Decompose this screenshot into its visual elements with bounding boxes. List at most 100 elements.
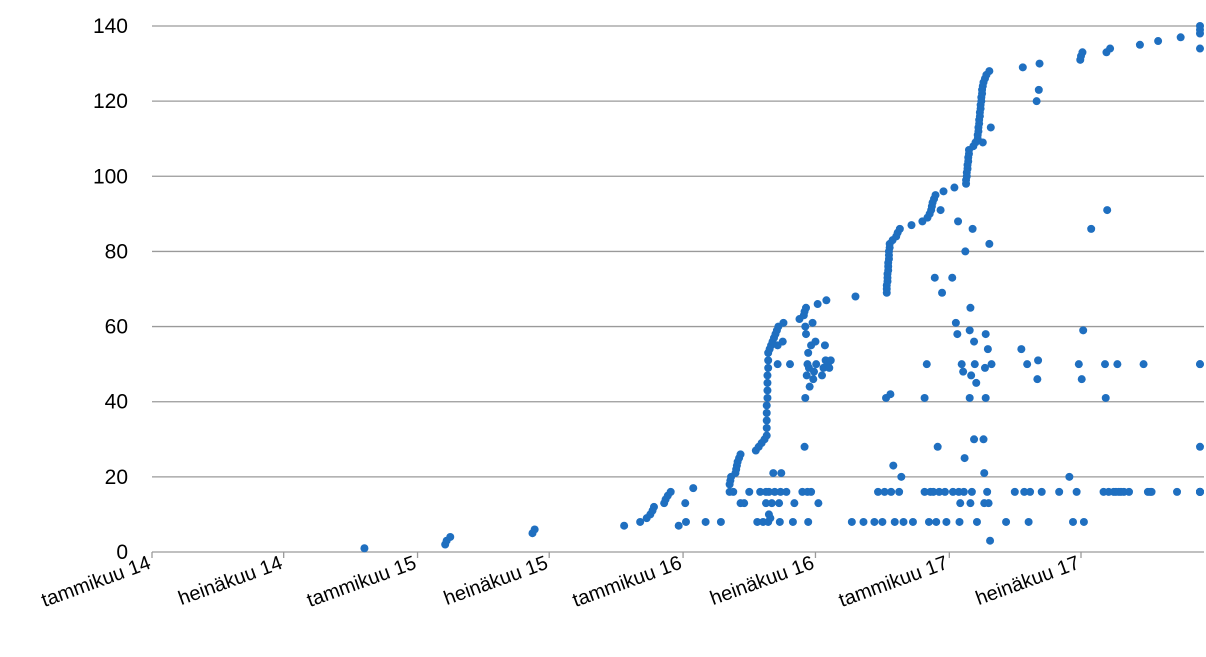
- x-tick-label: tammikuu 16: [570, 552, 685, 612]
- data-point: [681, 517, 690, 526]
- data-point: [1135, 40, 1144, 49]
- data-point: [886, 390, 895, 399]
- data-point: [972, 517, 981, 526]
- data-point: [980, 469, 989, 478]
- data-point: [959, 487, 968, 496]
- data-point: [763, 386, 772, 395]
- data-point: [813, 300, 822, 309]
- data-point: [978, 138, 987, 147]
- x-tick-label: tammikuu 17: [836, 552, 951, 612]
- data-point: [802, 330, 811, 339]
- data-point: [701, 517, 710, 526]
- x-tick-label: heinäkuu 14: [175, 552, 285, 610]
- data-point: [986, 123, 995, 132]
- data-point: [980, 363, 989, 372]
- data-point: [859, 517, 868, 526]
- data-point: [762, 431, 771, 440]
- data-point: [530, 525, 539, 534]
- data-point: [965, 326, 974, 335]
- data-point: [874, 487, 883, 496]
- data-point: [966, 499, 975, 508]
- data-point: [775, 499, 784, 508]
- y-tick-label: 80: [105, 240, 128, 263]
- data-point: [745, 487, 754, 496]
- data-point: [970, 360, 979, 369]
- data-point: [764, 487, 773, 496]
- data-point: [769, 469, 778, 478]
- data-point: [1147, 487, 1156, 496]
- data-point: [1002, 517, 1011, 526]
- data-point: [939, 187, 948, 196]
- data-point: [814, 499, 823, 508]
- data-point: [968, 224, 977, 233]
- data-point: [959, 367, 968, 376]
- data-point: [766, 514, 775, 523]
- data-point: [763, 378, 772, 387]
- data-point: [782, 487, 791, 496]
- data-point: [932, 517, 941, 526]
- y-tick-label: 100: [93, 165, 128, 188]
- data-point: [920, 487, 929, 496]
- data-point: [802, 371, 811, 380]
- x-tick-label: tammikuu 15: [304, 552, 419, 612]
- data-point: [775, 517, 784, 526]
- data-point: [761, 499, 770, 508]
- data-point: [1032, 97, 1041, 106]
- data-point: [895, 224, 904, 233]
- data-point: [820, 341, 829, 350]
- data-point: [920, 393, 929, 402]
- data-point: [907, 221, 916, 230]
- data-point: [770, 487, 779, 496]
- data-point: [805, 382, 814, 391]
- axes: [151, 551, 1204, 558]
- data-point: [981, 330, 990, 339]
- data-point: [1196, 442, 1204, 451]
- x-tick-label: tammikuu 14: [39, 552, 154, 612]
- x-tick-label: heinäkuu 17: [973, 552, 1083, 610]
- data-point: [788, 517, 797, 526]
- data-point: [674, 521, 683, 530]
- data-point: [763, 371, 772, 380]
- data-point: [1173, 487, 1182, 496]
- data-point: [1103, 206, 1112, 215]
- data-point: [1065, 472, 1074, 481]
- data-point: [779, 318, 788, 327]
- data-point: [983, 345, 992, 354]
- data-point: [908, 517, 917, 526]
- data-point: [446, 532, 455, 541]
- y-tick-label: 40: [105, 391, 128, 414]
- data-point: [1077, 375, 1086, 384]
- data-point: [1113, 360, 1122, 369]
- data-point: [1037, 487, 1046, 496]
- y-tick-label: 120: [93, 90, 128, 113]
- data-point: [967, 371, 976, 380]
- data-point: [899, 517, 908, 526]
- data-point: [736, 450, 745, 459]
- data-point: [983, 487, 992, 496]
- data-point: [740, 499, 749, 508]
- data-point: [762, 416, 771, 425]
- data-point: [985, 239, 994, 248]
- data-point: [801, 322, 810, 331]
- y-tick-label: 60: [105, 316, 128, 339]
- data-point: [764, 363, 773, 372]
- data-point: [763, 393, 772, 402]
- data-point: [1079, 326, 1088, 335]
- data-point: [965, 393, 974, 402]
- data-point: [666, 487, 675, 496]
- data-point: [804, 517, 813, 526]
- data-point: [1196, 360, 1204, 369]
- data-point: [960, 454, 969, 463]
- data-point: [890, 517, 899, 526]
- data-point: [987, 360, 996, 369]
- data-point: [681, 499, 690, 508]
- data-point: [929, 487, 938, 496]
- data-point: [986, 536, 995, 545]
- data-point: [887, 487, 896, 496]
- data-point: [1023, 360, 1032, 369]
- data-point: [1018, 63, 1027, 72]
- data-point: [957, 360, 966, 369]
- gridlines: [152, 25, 1204, 478]
- data-point: [938, 288, 947, 297]
